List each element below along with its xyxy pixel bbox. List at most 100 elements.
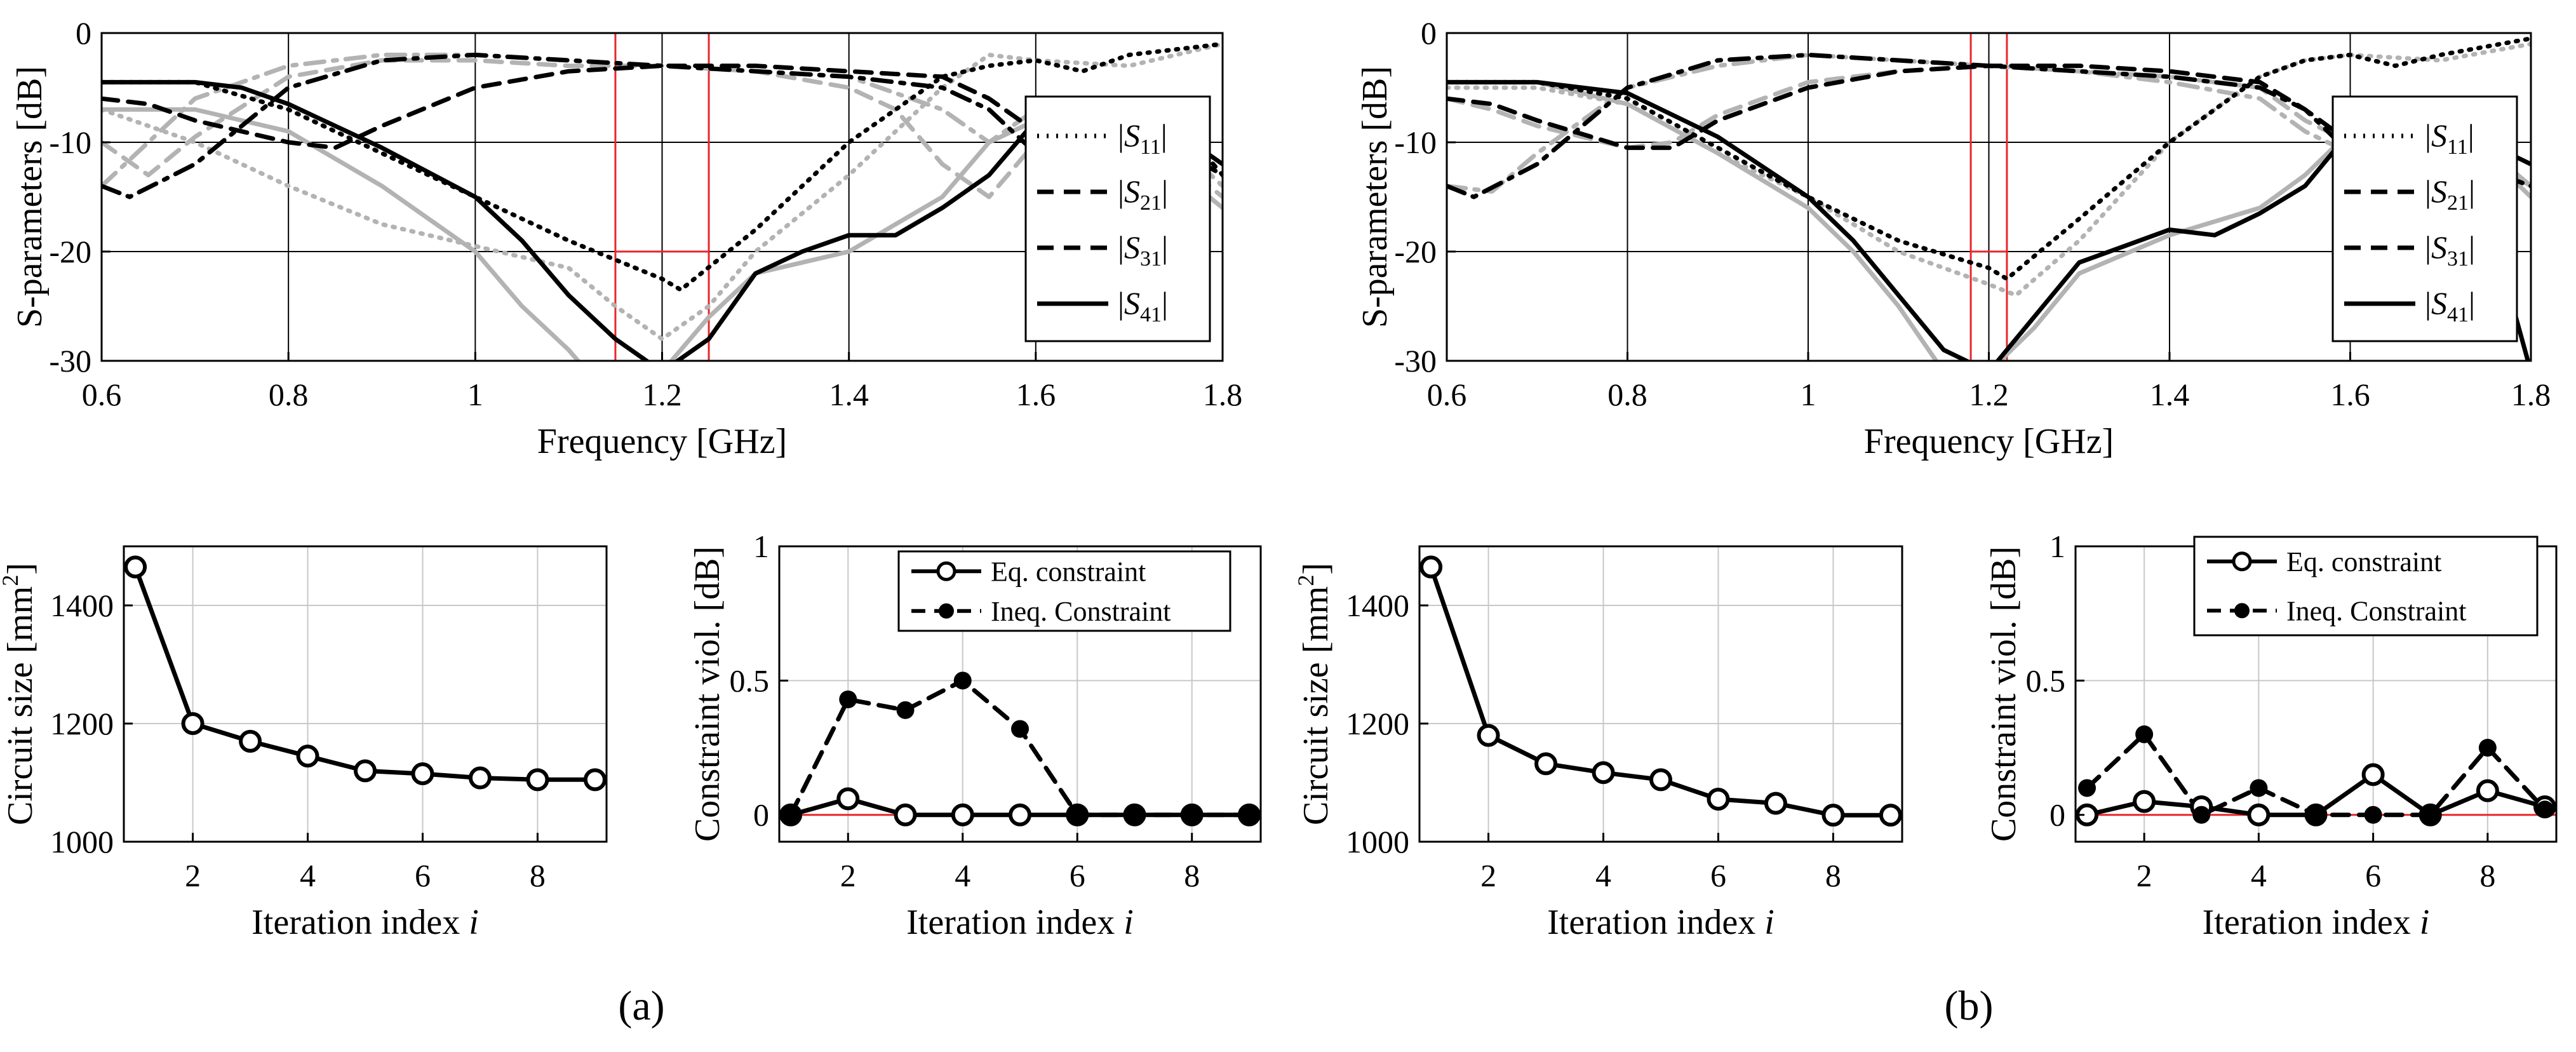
y-tick-label: -30 bbox=[49, 343, 91, 379]
data-point-circle bbox=[1879, 804, 1902, 827]
data-point-circle bbox=[411, 762, 434, 786]
x-tick-label: 1.8 bbox=[1203, 377, 1243, 412]
legend-label: |S31| bbox=[1118, 229, 1168, 271]
y-tick-label: 0 bbox=[2049, 797, 2065, 833]
y-tick-label: 1 bbox=[2049, 529, 2065, 564]
data-point-circle bbox=[2476, 779, 2499, 802]
y-tick-label: -20 bbox=[1394, 234, 1437, 269]
data-point-dot bbox=[782, 806, 800, 824]
panel-label-b: (b) bbox=[1945, 983, 1994, 1029]
y-tick-label: 0 bbox=[76, 15, 91, 51]
x-tick-label: 4 bbox=[2251, 858, 2267, 893]
y-axis-label: Circuit size [mm2] bbox=[0, 563, 40, 825]
data-point-circle bbox=[2247, 803, 2271, 826]
x-tick-label: 8 bbox=[1825, 858, 1841, 893]
data-point-circle bbox=[1419, 555, 1443, 579]
x-tick-label: 0.6 bbox=[82, 377, 122, 412]
data-point-dot bbox=[2135, 725, 2154, 743]
y-axis-label: S-parameters [dB] bbox=[1355, 66, 1395, 328]
legend-label: Ineq. Constraint bbox=[2286, 595, 2467, 626]
x-axis-label: Frequency [GHz] bbox=[537, 422, 787, 461]
chart-a_viol: 2 4 6 8 0 0.5 1 Iteration index i Constraint vio… bbox=[688, 529, 1262, 942]
y-axis-label: Circuit size [mm2] bbox=[1293, 563, 1336, 825]
y-tick-label: -20 bbox=[49, 234, 91, 269]
data-point-dot bbox=[2535, 800, 2554, 819]
x-tick-label: 2 bbox=[2137, 858, 2152, 893]
x-tick-label: 6 bbox=[1070, 858, 1085, 893]
y-tick-label: -10 bbox=[49, 125, 91, 160]
legend-box bbox=[2331, 95, 2518, 342]
y-tick-label: 1000 bbox=[50, 824, 114, 860]
data-point-circle bbox=[1592, 761, 1615, 785]
x-tick-label: 6 bbox=[415, 858, 431, 893]
axes-box bbox=[778, 545, 1262, 843]
x-tick-label: 4 bbox=[300, 858, 316, 893]
y-tick-label: -10 bbox=[1394, 125, 1437, 160]
series-line--s21- bbox=[102, 64, 1223, 178]
x-tick-label: 1.4 bbox=[829, 377, 869, 412]
legend-marker-circle bbox=[936, 561, 956, 581]
x-tick-label: 0.8 bbox=[269, 377, 309, 412]
legend-marker-circle bbox=[2232, 551, 2252, 572]
legend-label: |S21| bbox=[1118, 173, 1168, 215]
data-point-dot bbox=[2421, 806, 2439, 824]
data-point-dot bbox=[2192, 806, 2211, 824]
legend-label: |S11| bbox=[2425, 118, 2474, 159]
y-axis-label: Constraint viol. [dB] bbox=[1984, 546, 2023, 842]
y-tick-label: 0.5 bbox=[730, 663, 770, 698]
data-point-circle bbox=[354, 759, 377, 783]
chart-b_sparams: 0.6 0.8 1 1.2 1.4 1.6 1.8 -30 -20 -10 0 Frequency [… bbox=[1355, 15, 2551, 461]
x-tick-label: 4 bbox=[955, 858, 970, 893]
x-tick-label: 1.2 bbox=[1969, 377, 2009, 412]
x-tick-label: 1.6 bbox=[1016, 377, 1056, 412]
data-point-circle bbox=[1707, 788, 1730, 811]
x-tick-label: 8 bbox=[1184, 858, 1200, 893]
x-axis-label: Iteration index i bbox=[906, 903, 1134, 942]
x-tick-label: 6 bbox=[1710, 858, 1726, 893]
chart-b_viol: 2 4 6 8 0 0.5 1 Iteration index i Constraint vio… bbox=[1984, 529, 2558, 942]
chart-b_size: 2 4 6 8 1000 1200 1400 Iteration index i Circuit… bbox=[1293, 545, 1903, 942]
legend-label: Eq. constraint bbox=[991, 556, 1146, 587]
y-tick-label: 1400 bbox=[1346, 588, 1409, 623]
axes-box bbox=[123, 545, 608, 843]
chart-a_sparams: 0.6 0.8 1 1.2 1.4 1.6 1.8 -30 -20 -10 0 Frequency [… bbox=[10, 15, 1242, 461]
data-point-dot bbox=[1183, 806, 1201, 824]
series-line--s11- bbox=[102, 41, 1223, 292]
data-point-dot bbox=[2078, 779, 2096, 797]
legend-marker-dot bbox=[939, 603, 954, 619]
x-tick-label: 4 bbox=[1595, 858, 1611, 893]
data-point-circle bbox=[836, 787, 860, 811]
legend-label: Eq. constraint bbox=[2286, 546, 2441, 577]
panel-label-a: (a) bbox=[618, 983, 664, 1029]
data-point-circle bbox=[181, 712, 205, 735]
x-tick-label: 2 bbox=[840, 858, 856, 893]
data-point-circle bbox=[239, 729, 262, 753]
data-point-circle bbox=[583, 768, 607, 792]
x-tick-label: 1.6 bbox=[2330, 377, 2370, 412]
data-point-circle bbox=[1764, 792, 1787, 815]
x-axis-label: Frequency [GHz] bbox=[1864, 422, 2114, 461]
x-tick-label: 1.2 bbox=[642, 377, 682, 412]
data-point-dot bbox=[2250, 779, 2268, 797]
data-point-dot bbox=[2307, 806, 2325, 824]
x-tick-label: 1 bbox=[467, 377, 483, 412]
series-line--s11- bbox=[1447, 36, 2531, 281]
y-tick-label: 1400 bbox=[50, 588, 114, 623]
x-tick-label: 1 bbox=[1801, 377, 1816, 412]
x-tick-label: 8 bbox=[2479, 858, 2495, 893]
chart-a_size: 2 4 6 8 1000 1200 1400 Iteration index i Circuit… bbox=[0, 545, 608, 942]
x-tick-label: 0.8 bbox=[1607, 377, 1647, 412]
series-line--s41-initial bbox=[102, 107, 1223, 361]
data-point-circle bbox=[296, 745, 319, 768]
x-tick-label: 1.4 bbox=[2150, 377, 2190, 412]
y-tick-label: -30 bbox=[1394, 343, 1437, 379]
data-point-circle bbox=[1009, 803, 1031, 826]
x-tick-label: 2 bbox=[185, 858, 201, 893]
data-point-circle bbox=[951, 803, 974, 826]
series-group bbox=[102, 41, 1223, 361]
x-tick-label: 1.8 bbox=[2511, 377, 2551, 412]
legend-label: Ineq. Constraint bbox=[991, 596, 1171, 627]
x-axis-label: Iteration index i bbox=[2203, 903, 2430, 942]
data-point-circle bbox=[894, 803, 917, 826]
